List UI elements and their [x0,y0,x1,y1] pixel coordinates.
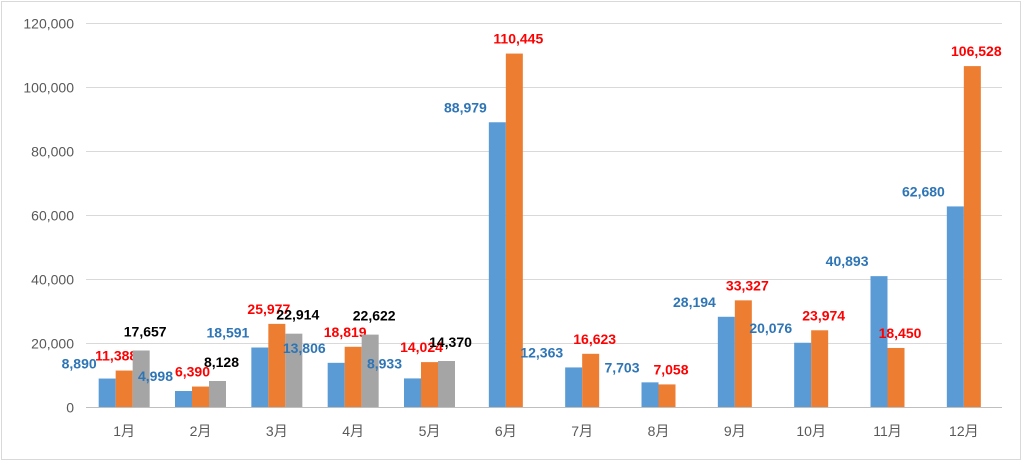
x-tick-label: 9月 [724,423,746,439]
data-label: 22,622 [353,308,396,324]
y-tick-label: 20,000 [31,336,74,352]
bar [132,350,150,407]
bar [421,362,438,407]
data-label: 7,058 [653,361,688,377]
bar [565,367,583,407]
bar [717,316,735,407]
bar [811,330,829,407]
data-label: 22,914 [276,307,319,323]
x-tick-label: 11月 [873,423,902,439]
data-label: 40,893 [826,253,869,269]
bar [192,386,209,407]
y-tick-label: 0 [66,400,74,416]
bar [734,300,752,407]
x-tick-label: 7月 [571,423,593,439]
bar [505,53,523,408]
data-label: 20,076 [749,320,792,336]
data-label: 18,450 [879,325,922,341]
data-label: 8,890 [62,356,97,372]
bar [870,276,888,407]
data-label: 12,363 [520,344,563,360]
bar [582,353,600,407]
data-label: 14,370 [429,334,472,350]
x-tick-label: 12月 [949,423,979,439]
bar [641,382,659,407]
data-label: 8,128 [204,354,239,370]
x-tick-label: 3月 [266,423,288,439]
bar [438,361,455,407]
bar [327,362,345,407]
data-label: 18,591 [207,325,250,341]
data-label: 8,933 [367,355,402,371]
data-label: 33,327 [726,277,769,293]
bar [946,206,964,407]
y-tick-label: 40,000 [31,272,74,288]
data-label: 23,974 [802,307,845,323]
data-label: 25,977 [247,301,290,317]
bar [285,333,303,407]
y-tick-label: 100,000 [23,80,74,96]
bar [658,384,676,407]
x-tick-label: 1月 [113,423,135,439]
bar [209,380,226,407]
bar [115,370,133,407]
bar [98,378,116,407]
data-label: 106,528 [951,43,1002,59]
data-label: 17,657 [124,323,167,339]
x-tick-label: 10月 [796,423,826,439]
y-tick-label: 60,000 [31,208,74,224]
y-tick-label: 80,000 [31,144,74,160]
bar [175,391,192,407]
bar [268,323,286,407]
data-label: 11,388 [95,348,137,364]
x-tick-label: 8月 [648,423,670,439]
data-label: 110,445 [493,31,543,47]
data-label: 62,680 [902,183,945,199]
x-tick-label: 4月 [342,423,364,439]
x-tick-label: 2月 [190,423,212,439]
bar [344,346,362,407]
bar [488,122,506,407]
data-label: 18,819 [324,324,367,340]
data-label: 4,998 [138,368,173,384]
y-tick-label: 120,000 [23,16,74,32]
data-label: 6,390 [175,364,210,380]
bar [794,342,812,407]
data-label: 14,024 [400,339,443,355]
bar [251,347,269,407]
bar [963,66,981,407]
data-label: 13,806 [283,340,326,356]
bar [404,378,421,407]
x-tick-label: 6月 [495,423,517,439]
bar [361,334,379,407]
data-label: 16,623 [573,331,616,347]
data-label: 28,194 [673,294,716,310]
bar [887,347,905,407]
data-label: 88,979 [444,99,487,115]
x-tick-label: 5月 [419,423,441,439]
data-label: 7,703 [604,359,639,375]
